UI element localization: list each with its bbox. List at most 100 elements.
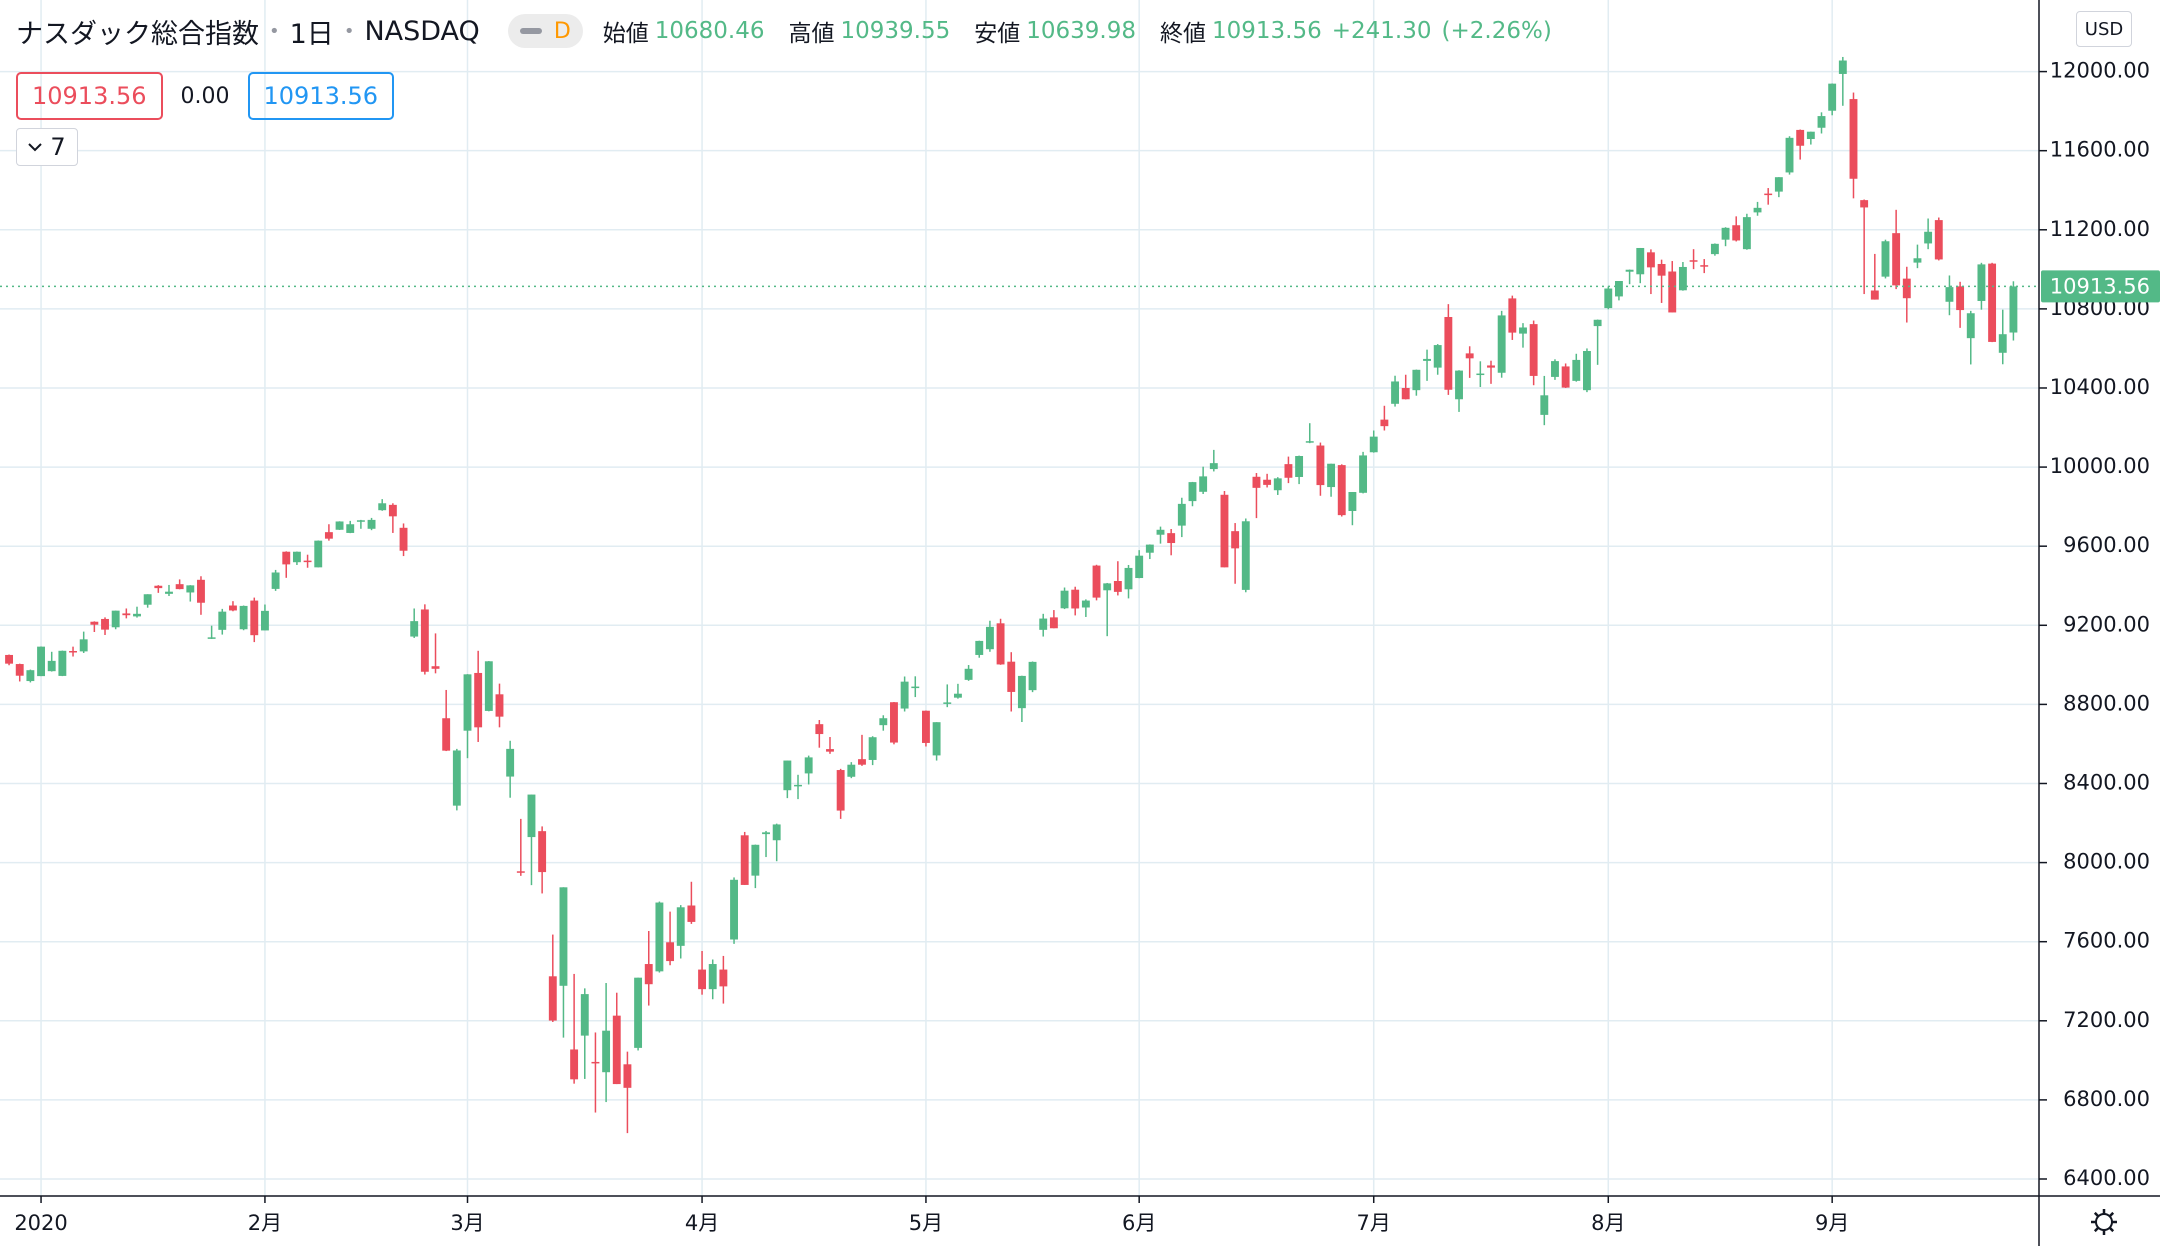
candle-body bbox=[1049, 617, 1058, 629]
candle-body bbox=[1497, 315, 1506, 373]
candle-body bbox=[687, 905, 696, 922]
candle-body bbox=[1316, 445, 1325, 486]
candle-body bbox=[1519, 327, 1527, 334]
currency-button[interactable]: USD bbox=[2076, 11, 2132, 47]
candle-body bbox=[1551, 361, 1559, 377]
candle-body bbox=[1881, 241, 1890, 277]
x-tick-label: 8月 bbox=[1591, 1211, 1625, 1235]
candle-body bbox=[463, 674, 472, 731]
candle-body bbox=[719, 969, 728, 987]
candle-body bbox=[324, 532, 333, 539]
y-tick-label: 6400.00 bbox=[2063, 1166, 2150, 1190]
candle-body bbox=[570, 1049, 579, 1080]
candle-body bbox=[15, 664, 24, 676]
indicator-count: 7 bbox=[50, 133, 66, 161]
price-row: 10913.56 0.00 10913.56 bbox=[16, 72, 395, 120]
candle-body bbox=[1988, 263, 1997, 342]
exchange: NASDAQ bbox=[364, 15, 480, 47]
candle-body bbox=[1145, 544, 1154, 553]
candle-body bbox=[399, 527, 408, 551]
candle-body bbox=[1668, 271, 1677, 313]
candle-body bbox=[1444, 316, 1453, 390]
last-price-tag bbox=[2041, 270, 2160, 303]
indicator-toggle[interactable]: 7 bbox=[16, 128, 78, 166]
candle-body bbox=[1998, 334, 2007, 353]
candle-body bbox=[1305, 441, 1314, 443]
candle-body bbox=[953, 693, 962, 698]
candle-body bbox=[730, 879, 738, 940]
candle-body bbox=[239, 605, 248, 630]
candle-body bbox=[602, 1030, 611, 1073]
candle-body bbox=[1060, 590, 1069, 609]
candle-body bbox=[559, 887, 568, 986]
y-tick-label: 9600.00 bbox=[2063, 533, 2150, 557]
candle-body bbox=[346, 524, 355, 533]
candle-body bbox=[1103, 583, 1112, 591]
candle-body bbox=[1412, 369, 1421, 391]
candle-body bbox=[154, 585, 163, 589]
sell-price[interactable]: 10913.56 bbox=[16, 72, 163, 120]
symbol-title[interactable]: ナスダック総合指数 bbox=[16, 18, 259, 50]
candle-body bbox=[303, 560, 312, 563]
candle-body bbox=[975, 640, 984, 655]
candle-body bbox=[1177, 503, 1186, 526]
candle-body bbox=[740, 835, 749, 885]
last-price-label: 10913.56 bbox=[2050, 274, 2150, 298]
interval[interactable]: 1日 bbox=[289, 18, 334, 50]
candle-body bbox=[644, 964, 653, 985]
candle-body bbox=[836, 770, 845, 811]
candle-body bbox=[1231, 531, 1240, 549]
candle-body bbox=[2009, 286, 2018, 333]
x-tick-label: 2月 bbox=[248, 1211, 282, 1235]
settings-icon[interactable] bbox=[2091, 1209, 2117, 1235]
candle-body bbox=[5, 654, 14, 664]
candle-body bbox=[1113, 580, 1122, 592]
legend-value: 10639.98 bbox=[1026, 18, 1137, 44]
candle-body bbox=[1241, 521, 1250, 590]
candle-body bbox=[1455, 370, 1463, 400]
gear-tooth bbox=[2108, 1226, 2115, 1233]
y-tick-label: 6800.00 bbox=[2063, 1087, 2150, 1111]
candle-body bbox=[1742, 217, 1751, 250]
candle-body bbox=[985, 626, 994, 650]
candle-body bbox=[410, 621, 419, 637]
status-badge[interactable]: D bbox=[507, 14, 583, 48]
candle-body bbox=[495, 694, 504, 717]
candle-body bbox=[1870, 290, 1879, 300]
candle-body bbox=[1945, 287, 1954, 302]
candle-body bbox=[1508, 298, 1517, 333]
candle-body bbox=[378, 503, 387, 511]
candle-body bbox=[1817, 116, 1826, 128]
candle-body bbox=[932, 722, 941, 756]
gear-ring bbox=[2095, 1213, 2113, 1231]
candle-body bbox=[1572, 359, 1581, 381]
candle-body bbox=[900, 681, 909, 709]
candle-body bbox=[858, 759, 866, 765]
candle-body bbox=[1838, 60, 1847, 74]
candle-body bbox=[143, 594, 152, 605]
x-tick-label: 3月 bbox=[450, 1211, 484, 1235]
badge-icon bbox=[519, 28, 542, 34]
candle-body bbox=[580, 994, 589, 1036]
candle-body bbox=[1636, 247, 1645, 275]
gear-tooth bbox=[2093, 1211, 2100, 1218]
candle-body bbox=[1689, 260, 1698, 262]
candle-body bbox=[1167, 533, 1176, 544]
candle-body bbox=[794, 784, 802, 787]
candle-body bbox=[772, 824, 781, 841]
candle-body bbox=[1295, 456, 1304, 477]
candle-body bbox=[1710, 243, 1719, 255]
candle-body bbox=[335, 521, 344, 530]
buy-price[interactable]: 10913.56 bbox=[247, 72, 395, 120]
chevron-icon bbox=[28, 143, 43, 152]
candle-body bbox=[1327, 463, 1336, 488]
candle-body bbox=[1753, 207, 1762, 213]
candle-body bbox=[1977, 264, 1986, 301]
x-tick-label: 9月 bbox=[1815, 1211, 1849, 1235]
candle-body bbox=[367, 519, 376, 529]
candle-body bbox=[26, 670, 35, 682]
candle-body bbox=[420, 609, 429, 672]
currency: USD bbox=[2084, 18, 2124, 40]
candle-body bbox=[175, 584, 184, 590]
